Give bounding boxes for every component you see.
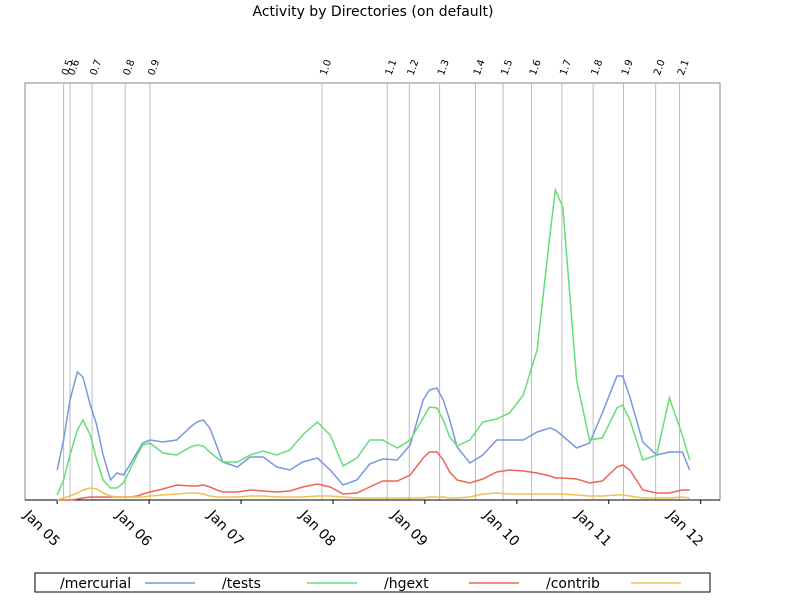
version-label: 1.3 (436, 58, 452, 77)
chart-title: Activity by Directories (on default) (253, 4, 494, 20)
series-line (56, 187, 691, 496)
version-label: 1.1 (384, 58, 400, 77)
version-label: 0.6 (67, 58, 83, 77)
version-label: 1.2 (406, 58, 422, 77)
version-label: 0.8 (122, 58, 138, 77)
version-label: 1.4 (472, 58, 488, 77)
series-line (56, 370, 691, 486)
legend-label: /mercurial (60, 576, 131, 592)
version-label: 0.9 (147, 58, 163, 77)
version-label: 1.7 (558, 58, 574, 77)
version-label: 1.5 (500, 58, 516, 77)
version-label: 1.9 (620, 58, 636, 77)
version-label: 0.7 (89, 58, 105, 77)
legend-label: /tests (222, 576, 261, 592)
version-label: 1.0 (318, 58, 334, 77)
version-label: 2.0 (652, 58, 668, 77)
version-label: 0.5 (60, 58, 76, 77)
version-label: 2.1 (676, 58, 692, 77)
legend-label: /contrib (546, 576, 600, 592)
legend-box (34, 572, 711, 593)
version-label: 1.8 (590, 58, 606, 77)
version-label: 1.6 (528, 58, 544, 77)
legend-label: /hgext (384, 576, 429, 592)
series-line (56, 487, 690, 501)
